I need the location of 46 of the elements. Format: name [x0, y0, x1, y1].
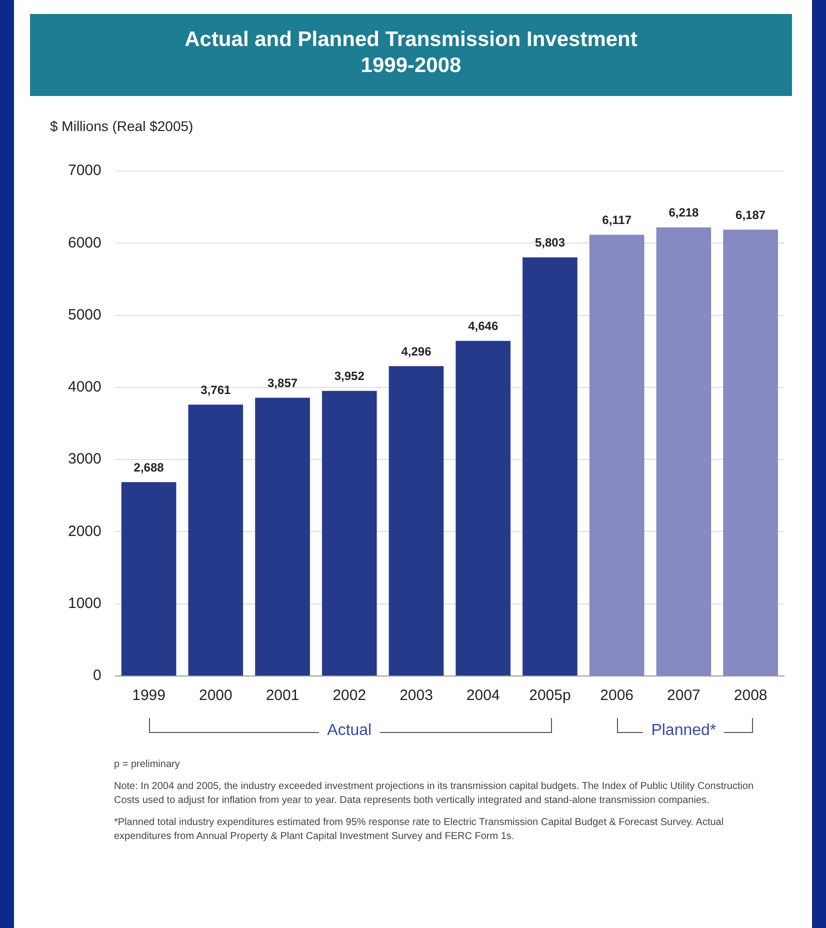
bar — [255, 398, 310, 676]
x-tick-label: 1999 — [132, 687, 166, 704]
bar — [322, 390, 377, 676]
x-tick-label: 2007 — [667, 687, 700, 704]
chart-title: Actual and Planned Transmission Investment — [184, 28, 638, 52]
y-tick-label: 3000 — [68, 450, 102, 468]
text: Note: In 2004 and 2005, the industry exceeded investment projections in its transmission capital budgets. The Index of Public Utility Construction Costs used to adjust for inflation from year to year. Data represents both vertically integrated and stand-alone transmission companies. — [114, 780, 754, 808]
y-tick-label: 2000 — [68, 522, 102, 540]
data-label: 6,218 — [668, 206, 700, 220]
y-tick-label: 7000 — [68, 162, 102, 180]
y-tick-label: 0 — [93, 667, 102, 684]
y-axis-title: $ Millions (Real $2005) — [50, 118, 194, 134]
data-label: 6,117 — [602, 213, 632, 228]
x-tick-label: 2003 — [400, 687, 433, 704]
text: p = preliminary — [114, 758, 181, 772]
bar — [656, 227, 712, 676]
data-label: 2,688 — [134, 460, 164, 474]
y-tick-label: 5000 — [68, 306, 102, 324]
bar — [188, 404, 244, 676]
x-tick-label: 2006 — [600, 687, 634, 704]
data-label: 3,952 — [334, 369, 365, 384]
y-tick-label: 6000 — [68, 234, 102, 252]
chart-subtitle: 1999-2008 — [360, 54, 462, 78]
x-tick-label: 2004 — [466, 687, 500, 704]
bar — [388, 366, 444, 676]
data-label: 3,761 — [200, 382, 232, 397]
x-tick-label: 2005p — [529, 687, 571, 704]
text: Planned* — [643, 722, 724, 739]
bar — [522, 257, 578, 676]
data-label: 4,646 — [468, 319, 498, 334]
data-label: 5,803 — [534, 236, 566, 250]
data-label: 4,296 — [401, 344, 432, 358]
y-tick-label: 1000 — [68, 595, 102, 612]
bar — [121, 482, 176, 676]
x-tick-label: 2001 — [266, 687, 300, 704]
x-tick-label: 2000 — [198, 687, 232, 704]
bar — [589, 234, 644, 676]
text: *Planned total industry expenditures estimated from 95% response rate to Electric Transmission Capital Budget & Forecast Survey. Actual expenditures from Annual Property & Plant Capital Investment Survey and FERC Form 1s. — [114, 816, 725, 844]
bar — [723, 230, 778, 676]
y-tick-label: 4000 — [68, 378, 102, 396]
text: Actual — [319, 722, 380, 739]
data-label: 6,187 — [736, 208, 766, 222]
x-tick-label: 2002 — [332, 687, 366, 704]
bar — [456, 340, 511, 676]
data-label: 3,857 — [268, 376, 298, 390]
x-tick-label: 2008 — [734, 687, 768, 704]
